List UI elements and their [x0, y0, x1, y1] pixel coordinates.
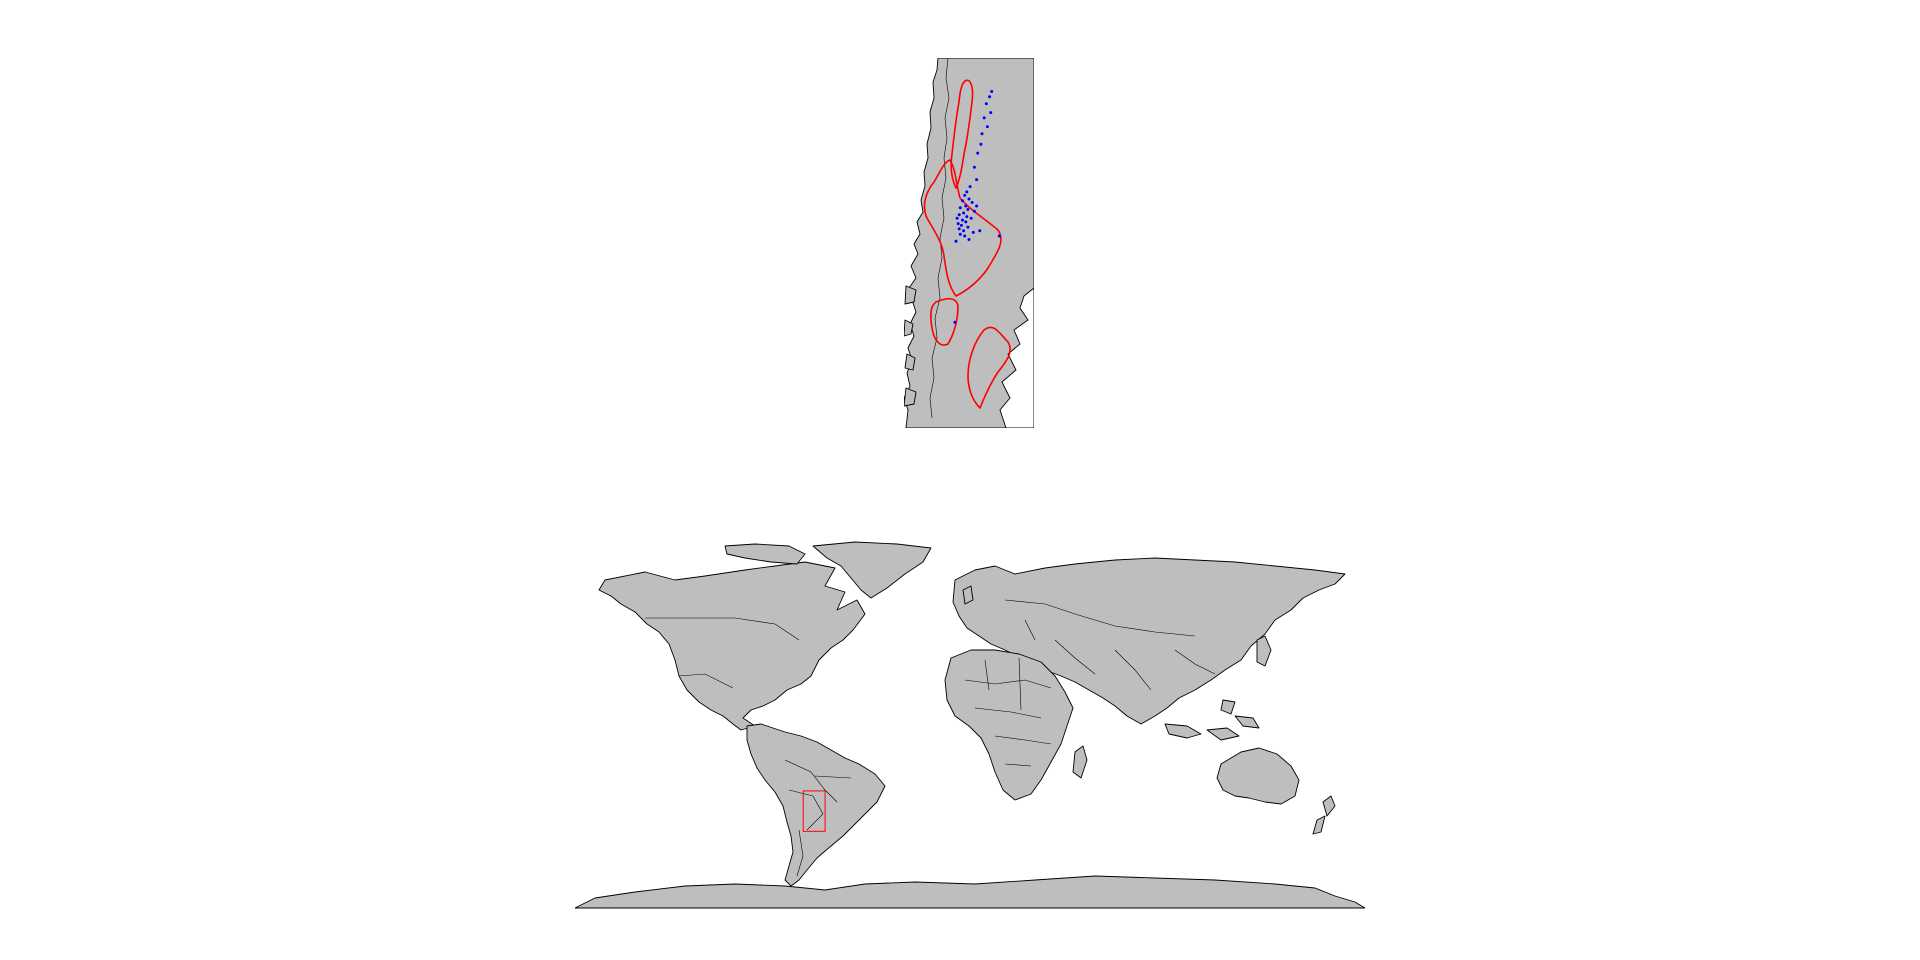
- us-mexico-border: [678, 673, 734, 689]
- new-zealand-land: [1312, 795, 1336, 835]
- occurrence-point: [975, 178, 979, 182]
- range-polygon-southeast: [967, 326, 1011, 409]
- occurrence-point: [955, 216, 959, 220]
- range-polygon-central: [923, 159, 1002, 297]
- occurrence-point: [985, 125, 989, 129]
- occurrence-point: [984, 102, 988, 106]
- range-polygon-southwest: [930, 297, 959, 346]
- occurrence-point: [982, 116, 986, 120]
- occurrence-point: [957, 227, 961, 231]
- occurrence-point: [954, 239, 958, 243]
- indonesia-islands: [1164, 699, 1260, 741]
- madagascar-land: [1072, 745, 1088, 779]
- inset-island: [904, 387, 917, 407]
- occurrence-point: [957, 213, 961, 217]
- range-polygon-north: [950, 79, 974, 189]
- south-america-borders: [784, 759, 852, 877]
- antarctica-land: [575, 875, 1365, 909]
- occurrence-point: [989, 111, 993, 115]
- occurrence-point: [980, 132, 984, 136]
- australia-land: [1216, 747, 1300, 805]
- occurrence-point: [971, 230, 975, 234]
- uk-land: [962, 585, 974, 605]
- inset-sea: [999, 287, 1034, 428]
- occurrence-point: [975, 204, 979, 208]
- occurrence-point: [972, 165, 976, 169]
- occurrence-point: [967, 238, 971, 241]
- africa-land: [944, 649, 1074, 801]
- inset-map-panel: [904, 58, 1034, 428]
- africa-borders: [964, 657, 1052, 767]
- occurrence-point: [964, 220, 968, 224]
- north-america-land: [598, 561, 866, 731]
- inset-island: [904, 353, 916, 371]
- occurrence-point: [953, 320, 957, 324]
- occurrence-point: [958, 206, 962, 210]
- canada-us-border: [645, 617, 800, 641]
- occurrence-point: [966, 208, 970, 211]
- occurrence-point: [968, 185, 972, 189]
- eurasia-borders: [1004, 599, 1216, 691]
- occurrence-point: [958, 232, 962, 236]
- inset-extent-rectangle: [802, 790, 826, 832]
- occurrence-point: [963, 193, 967, 197]
- occurrence-point: [988, 95, 992, 99]
- occurrence-point: [961, 218, 964, 222]
- occurrence-point: [970, 201, 974, 204]
- occurrence-point: [962, 211, 966, 215]
- occurrence-point: [961, 199, 964, 203]
- occurrence-point: [990, 90, 994, 93]
- occurrence-point: [962, 229, 966, 233]
- inset-map: [904, 58, 1034, 428]
- world-map-panel: [575, 540, 1365, 910]
- greenland-land: [812, 541, 932, 599]
- occurrence-point: [965, 215, 969, 219]
- occurrence-point: [965, 190, 969, 194]
- japan-land: [1256, 635, 1272, 667]
- occurrence-point: [978, 229, 982, 233]
- occurrence-point: [969, 216, 973, 220]
- occurrence-point: [976, 151, 980, 155]
- occurrence-points: [953, 90, 1001, 324]
- inset-island: [904, 285, 917, 305]
- arctic-islands: [724, 543, 806, 565]
- inset-island: [904, 319, 914, 337]
- occurrence-point: [972, 209, 976, 213]
- occurrence-point: [967, 197, 971, 201]
- occurrence-point: [979, 142, 983, 146]
- occurrence-point: [997, 234, 1001, 238]
- occurrence-point: [956, 222, 960, 226]
- occurrence-point: [963, 234, 967, 238]
- occurrence-point: [959, 223, 963, 227]
- world-map: [575, 541, 1365, 909]
- inset-border-line: [929, 58, 950, 419]
- occurrence-point: [966, 225, 970, 229]
- occurrence-point: [964, 204, 968, 208]
- south-america-land: [746, 723, 886, 887]
